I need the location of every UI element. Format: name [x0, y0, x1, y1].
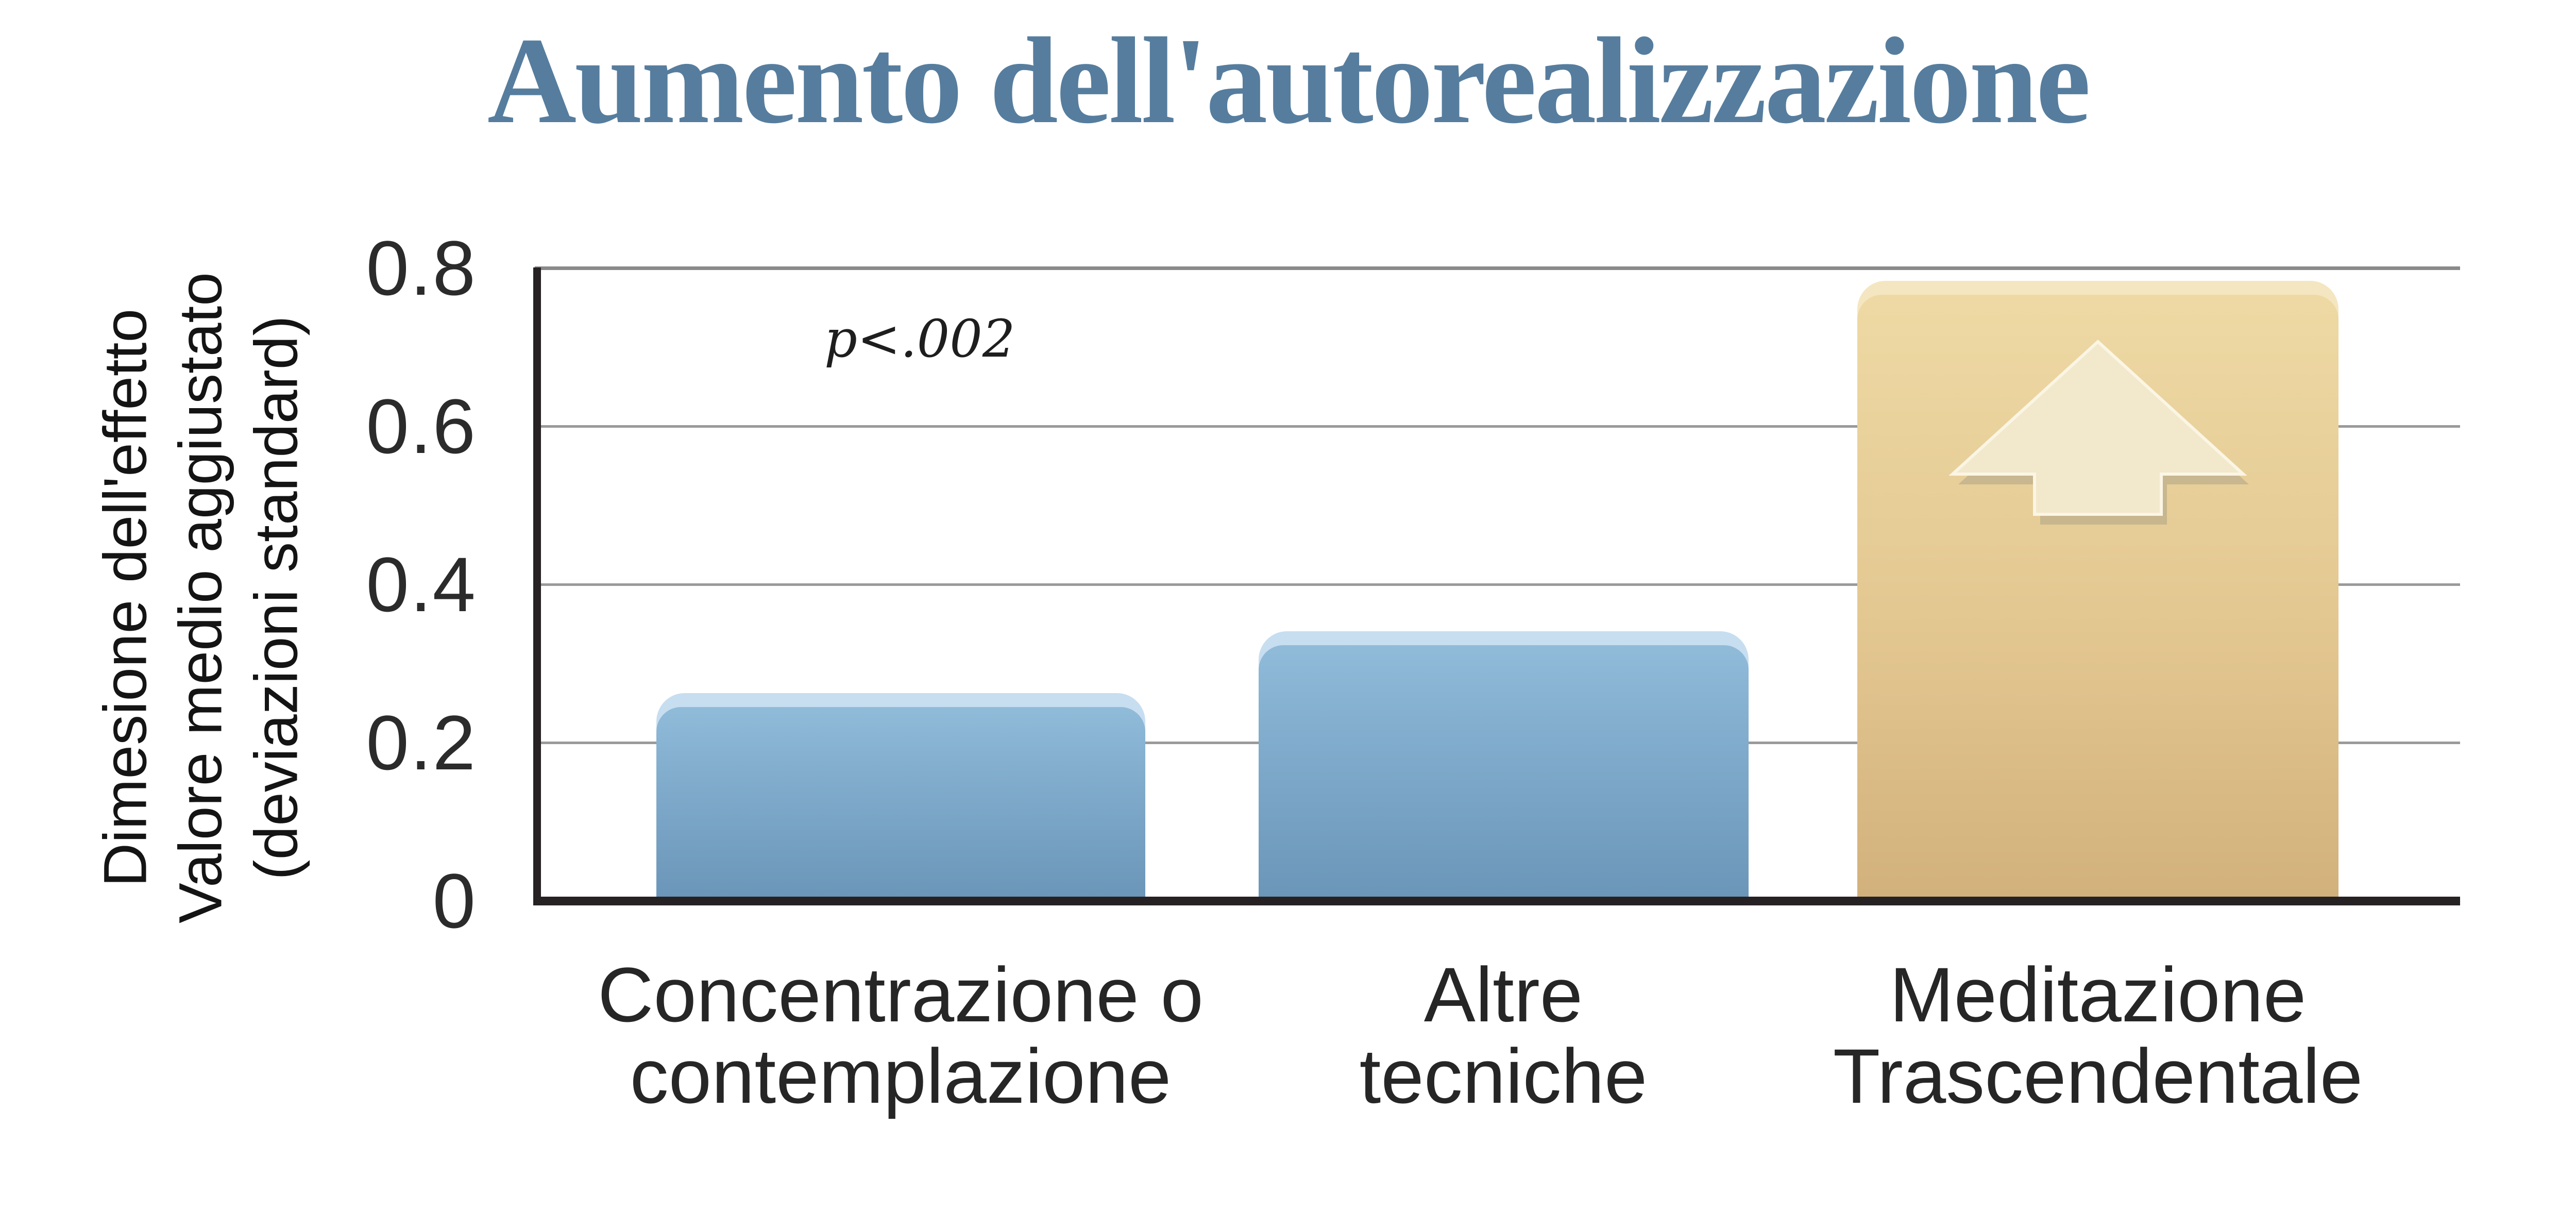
xlabel-line-2: contemplazione — [630, 1032, 1172, 1119]
y-axis-title-line-2: Valore medio aggiustato — [166, 272, 235, 923]
bar-meditazione-trascendentale — [1857, 281, 2338, 897]
gridline-0-4 — [535, 583, 2460, 586]
ytick-0-2: 0.2 — [366, 699, 477, 786]
y-axis-title-line-1: Dimesione dell'effetto — [91, 308, 160, 887]
ytick-0-4: 0.4 — [366, 541, 477, 628]
xlabel-altre-tecniche: Altre tecniche — [1360, 954, 1648, 1117]
bar-concentrazione — [656, 693, 1145, 897]
gridline-0-8 — [535, 266, 2460, 270]
xlabel-line-2: Trascendentale — [1833, 1032, 2363, 1119]
x-axis-line — [533, 897, 2460, 905]
xlabel-line-1: Concentrazione o — [598, 951, 1204, 1038]
xlabel-line-2: tecniche — [1359, 1032, 1648, 1119]
ytick-0-8: 0.8 — [366, 225, 477, 311]
gridline-0-6 — [535, 425, 2460, 428]
ytick-0: 0 — [432, 857, 477, 944]
bar-body — [1259, 645, 1749, 897]
up-arrow-icon — [1948, 339, 2249, 525]
xlabel-line-1: Meditazione — [1889, 951, 2307, 1038]
p-value-annotation: p<.002 — [824, 309, 1015, 369]
bar-altre-tecniche — [1259, 631, 1749, 897]
y-axis-title: Dimesione dell'effetto Valore medio aggi… — [88, 180, 314, 1015]
xlabel-line-1: Altre — [1423, 951, 1583, 1038]
bar-body — [656, 707, 1145, 897]
y-axis-line — [533, 267, 541, 905]
chart-title: Aumento dell'autorealizzazione — [487, 12, 2091, 149]
xlabel-concentrazione: Concentrazione o contemplazione — [598, 954, 1204, 1117]
ytick-0-6: 0.6 — [366, 383, 477, 469]
xlabel-meditazione: Meditazione Trascendentale — [1833, 954, 2363, 1117]
